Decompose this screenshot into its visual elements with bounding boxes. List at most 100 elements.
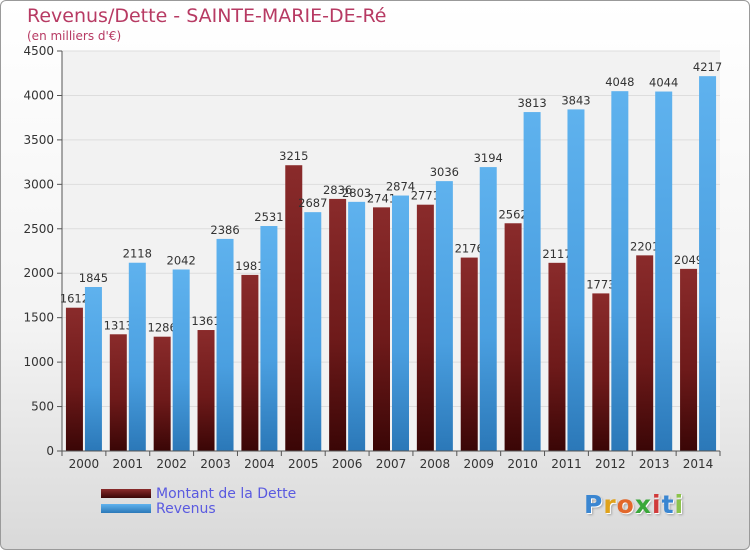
- y-tick-label: 3500: [23, 133, 54, 147]
- logo-letter: i: [674, 490, 685, 519]
- logo-letter: x: [634, 490, 652, 519]
- logo-letter: r: [603, 490, 617, 519]
- bar-dette: [285, 165, 303, 451]
- x-tick-label: 2013: [639, 457, 670, 471]
- data-label-revenus: 2118: [123, 247, 152, 261]
- x-tick-label: 2011: [551, 457, 582, 471]
- bar-dette: [329, 198, 347, 451]
- data-label-dette: 1286: [148, 321, 177, 335]
- data-label-revenus: 3813: [517, 96, 546, 110]
- data-label-revenus: 4217: [693, 60, 722, 74]
- data-label-dette: 1773: [586, 277, 615, 291]
- y-tick-label: 1500: [23, 311, 54, 325]
- data-label-revenus: 3194: [474, 151, 503, 165]
- data-label-dette: 3215: [279, 149, 308, 163]
- x-tick-label: 2009: [463, 457, 494, 471]
- data-label-revenus: 2874: [386, 180, 415, 194]
- bar-revenus: [128, 262, 146, 451]
- x-tick-label: 2001: [113, 457, 144, 471]
- y-tick-label: 500: [31, 400, 54, 414]
- bar-revenus: [479, 167, 497, 452]
- data-label-dette: 1612: [60, 292, 89, 306]
- proxiti-logo: Proxiti: [584, 490, 684, 519]
- chart-title: Revenus/Dette - SAINTE-MARIE-DE-Ré: [27, 5, 387, 27]
- logo-letter: i: [652, 490, 662, 519]
- data-label-dette: 2562: [498, 207, 527, 221]
- data-label-dette: 2741: [367, 191, 396, 205]
- x-tick-label: 2008: [420, 457, 451, 471]
- logo-letter: t: [661, 490, 675, 519]
- bar-dette: [153, 336, 171, 451]
- x-tick-label: 2005: [288, 457, 319, 471]
- x-tick-label: 2006: [332, 457, 363, 471]
- data-label-dette: 2836: [323, 183, 352, 197]
- bar-revenus: [172, 269, 190, 451]
- data-label-revenus: 2531: [254, 210, 283, 224]
- bar-revenus: [523, 112, 541, 452]
- bar-dette: [197, 330, 215, 451]
- data-label-revenus: 4044: [649, 76, 678, 90]
- data-label-dette: 2117: [542, 247, 571, 261]
- bar-revenus: [392, 195, 409, 451]
- x-tick-label: 2007: [376, 457, 407, 471]
- bar-revenus: [216, 238, 234, 451]
- bar-revenus: [655, 91, 673, 452]
- bar-revenus: [699, 76, 717, 452]
- bar-dette: [504, 223, 522, 451]
- bar-dette: [373, 207, 390, 451]
- bar-revenus: [304, 212, 322, 451]
- logo-letter: o: [616, 490, 635, 519]
- legend-label-revenus: Revenus: [156, 501, 216, 517]
- bar-revenus: [348, 201, 366, 451]
- bar-dette: [109, 334, 127, 451]
- bar-dette: [680, 268, 698, 451]
- legend-swatch-dette: [101, 489, 151, 498]
- bar-dette: [416, 204, 434, 451]
- x-tick-label: 2010: [507, 457, 538, 471]
- x-tick-label: 2012: [595, 457, 626, 471]
- data-label-revenus: 3036: [430, 165, 459, 179]
- data-label-revenus: 1845: [79, 271, 108, 285]
- chart-subtitle: (en milliers d'€): [27, 29, 122, 43]
- data-label-dette: 2049: [674, 253, 703, 267]
- data-label-dette: 2201: [630, 239, 659, 253]
- bar-dette: [460, 257, 478, 451]
- data-label-revenus: 2803: [342, 186, 371, 200]
- bar-dette: [65, 307, 83, 451]
- x-tick-label: 2002: [156, 457, 187, 471]
- plot-background: [62, 51, 720, 451]
- data-label-revenus: 4048: [605, 75, 634, 89]
- bar-revenus: [435, 181, 453, 451]
- bar-revenus: [611, 91, 629, 451]
- bar-revenus: [567, 109, 585, 452]
- bar-dette: [592, 293, 610, 451]
- data-label-dette: 2176: [455, 242, 484, 256]
- data-label-revenus: 2687: [298, 196, 327, 210]
- data-label-dette: 1361: [191, 314, 220, 328]
- x-tick-label: 2000: [69, 457, 100, 471]
- x-tick-label: 2003: [200, 457, 231, 471]
- y-tick-label: 3000: [23, 177, 54, 191]
- data-label-dette: 1981: [235, 259, 264, 273]
- data-label-dette: 2771: [411, 189, 440, 203]
- data-label-revenus: 3843: [561, 93, 590, 107]
- x-tick-label: 2014: [683, 457, 714, 471]
- logo-letter: P: [584, 490, 604, 519]
- legend-swatch-revenus: [101, 504, 151, 513]
- bar-revenus: [84, 287, 102, 451]
- y-tick-label: 0: [46, 444, 54, 458]
- bar-dette: [241, 274, 259, 451]
- data-label-revenus: 2386: [210, 223, 239, 237]
- x-tick-label: 2004: [244, 457, 275, 471]
- y-tick-label: 4000: [23, 88, 54, 102]
- bar-dette: [548, 262, 566, 451]
- y-tick-label: 1000: [23, 355, 54, 369]
- legend-label-dette: Montant de la Dette: [156, 486, 297, 502]
- y-tick-label: 4500: [23, 44, 54, 58]
- bar-dette: [636, 255, 654, 451]
- data-label-revenus: 2042: [167, 253, 196, 267]
- bar-revenus: [260, 226, 278, 451]
- data-label-dette: 1313: [104, 318, 133, 332]
